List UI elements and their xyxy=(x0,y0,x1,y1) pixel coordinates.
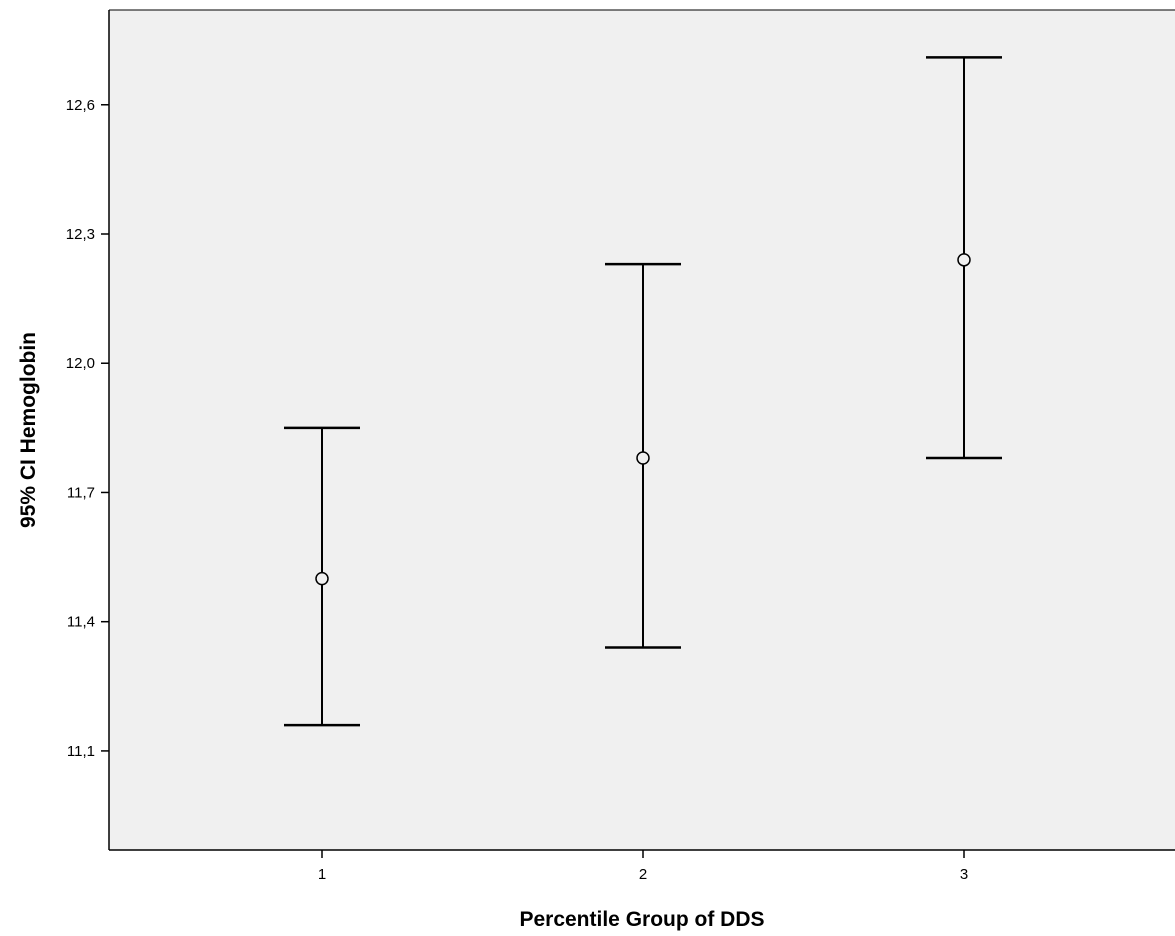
y-tick-label: 12,6 xyxy=(66,97,95,114)
error-bars xyxy=(284,56,1002,727)
y-axis-title: 95% CI Hemoglobin xyxy=(17,332,40,528)
mean-point xyxy=(957,253,971,267)
y-tick-label: 11,4 xyxy=(67,614,95,631)
y-tick-label: 12,3 xyxy=(66,226,95,243)
x-tick-label: 2 xyxy=(639,866,647,883)
x-tick-label: 3 xyxy=(960,866,968,883)
x-axis-ticks: 1 2 3 xyxy=(318,850,968,883)
mean-point xyxy=(636,451,650,465)
y-tick-label: 11,7 xyxy=(67,484,95,501)
error-bar-group-1 xyxy=(284,426,360,727)
x-tick-label: 1 xyxy=(318,866,326,883)
y-axis-ticks: 11,1 11,4 11,7 12,0 12,3 12,6 xyxy=(66,97,109,760)
x-axis-title: Percentile Group of DDS xyxy=(519,908,764,931)
error-bar-group-3 xyxy=(926,56,1002,460)
mean-point xyxy=(315,571,329,586)
y-tick-label: 12,0 xyxy=(66,355,95,372)
error-bar-group-2 xyxy=(605,262,681,649)
y-tick-label: 11,1 xyxy=(67,743,95,760)
